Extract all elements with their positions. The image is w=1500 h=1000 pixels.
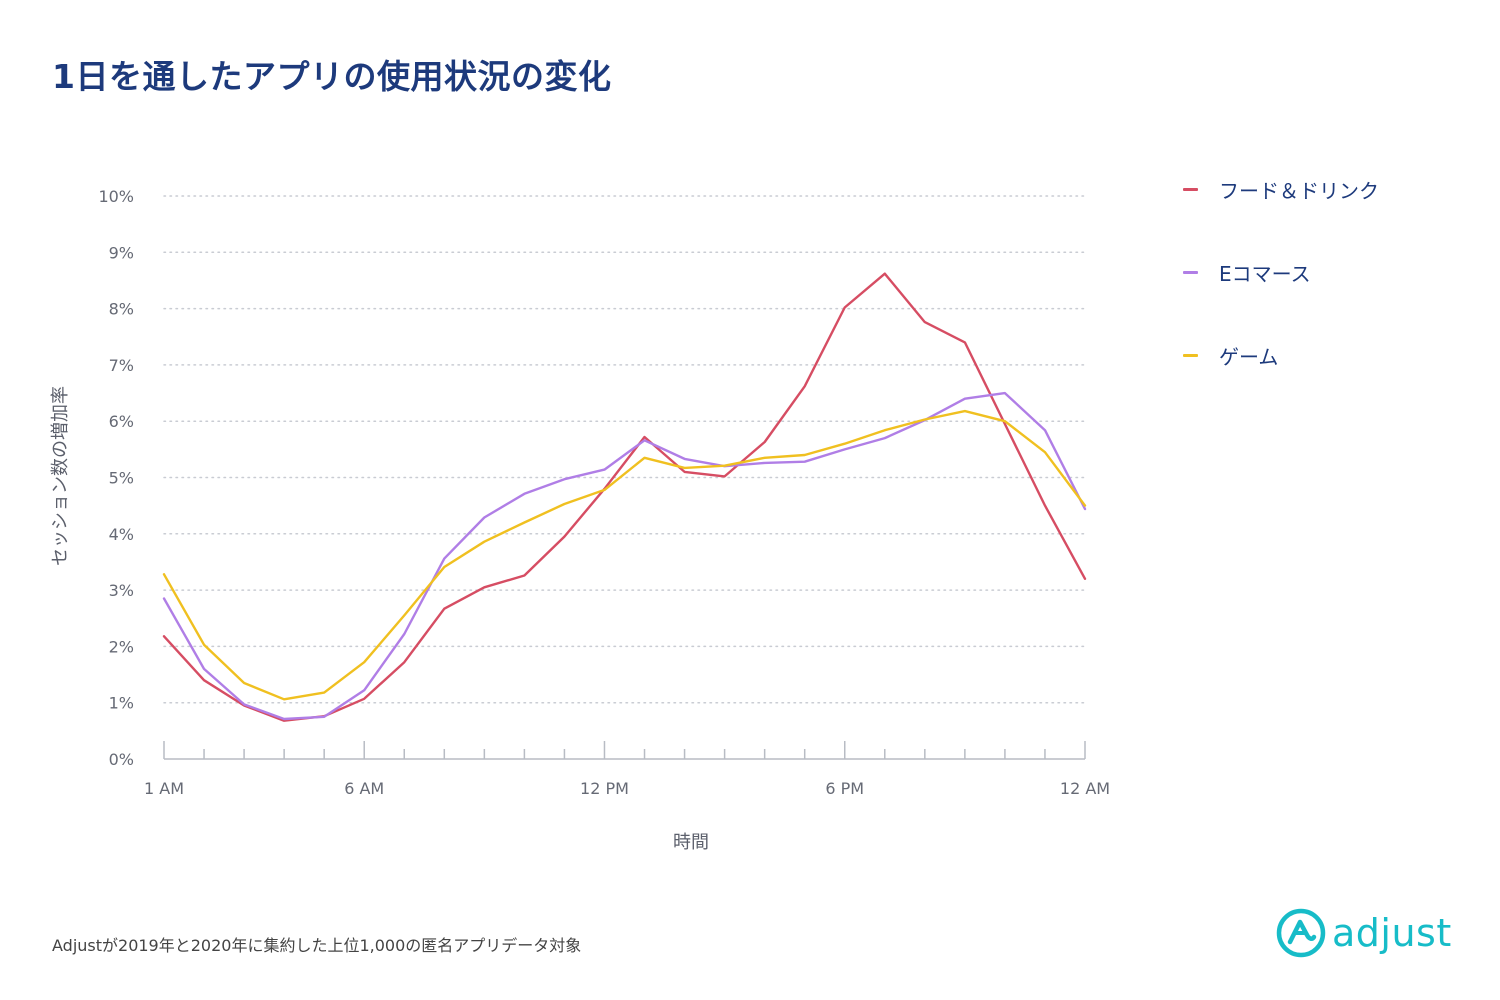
- chart-legend: フード＆ドリンク Eコマース ゲーム: [1183, 176, 1379, 425]
- y-tick-label: 4%: [109, 525, 134, 544]
- legend-item-game[interactable]: ゲーム: [1183, 342, 1379, 369]
- x-axis-title: 時間: [673, 832, 709, 853]
- y-tick-label: 0%: [109, 750, 134, 769]
- y-tick-label: 3%: [109, 581, 134, 600]
- y-tick-label: 5%: [109, 469, 134, 488]
- y-tick-label: 2%: [109, 637, 134, 656]
- legend-swatch-game: [1183, 353, 1198, 357]
- adjust-logo-icon: [1276, 908, 1326, 958]
- legend-swatch-ecommerce: [1183, 270, 1198, 274]
- legend-label: ゲーム: [1219, 344, 1279, 369]
- y-tick-label: 1%: [109, 694, 134, 713]
- series-line-3: [162, 409, 1087, 701]
- y-tick-label: 6%: [109, 412, 134, 431]
- legend-item-ecommerce[interactable]: Eコマース: [1183, 259, 1379, 286]
- x-tick-label: 6 PM: [825, 779, 864, 798]
- source-footnote: Adjustが2019年と2020年に集約した上位1,000の匿名アプリデータ対…: [52, 936, 582, 955]
- chart-title: 1日を通したアプリの使用状況の変化: [52, 57, 612, 96]
- x-tick-label: 1 AM: [144, 779, 184, 798]
- legend-swatch-food-drink: [1183, 187, 1198, 191]
- series-line-2: [162, 391, 1087, 721]
- logo-wordmark: adjust: [1332, 911, 1452, 955]
- x-tick-label: 12 PM: [580, 779, 629, 798]
- x-tick-label: 6 AM: [344, 779, 384, 798]
- x-tick-label: 12 AM: [1060, 779, 1110, 798]
- legend-item-food-drink[interactable]: フード＆ドリンク: [1183, 176, 1379, 203]
- adjust-logo: adjust: [1276, 908, 1452, 958]
- y-axis-title: セッション数の増加率: [50, 386, 71, 566]
- y-tick-label: 8%: [109, 300, 134, 319]
- series-line-1: [162, 272, 1087, 722]
- legend-label: Eコマース: [1219, 261, 1311, 286]
- y-tick-label: 9%: [109, 243, 134, 262]
- y-tick-label: 10%: [98, 187, 134, 206]
- y-tick-label: 7%: [109, 356, 134, 375]
- legend-label: フード＆ドリンク: [1219, 178, 1379, 203]
